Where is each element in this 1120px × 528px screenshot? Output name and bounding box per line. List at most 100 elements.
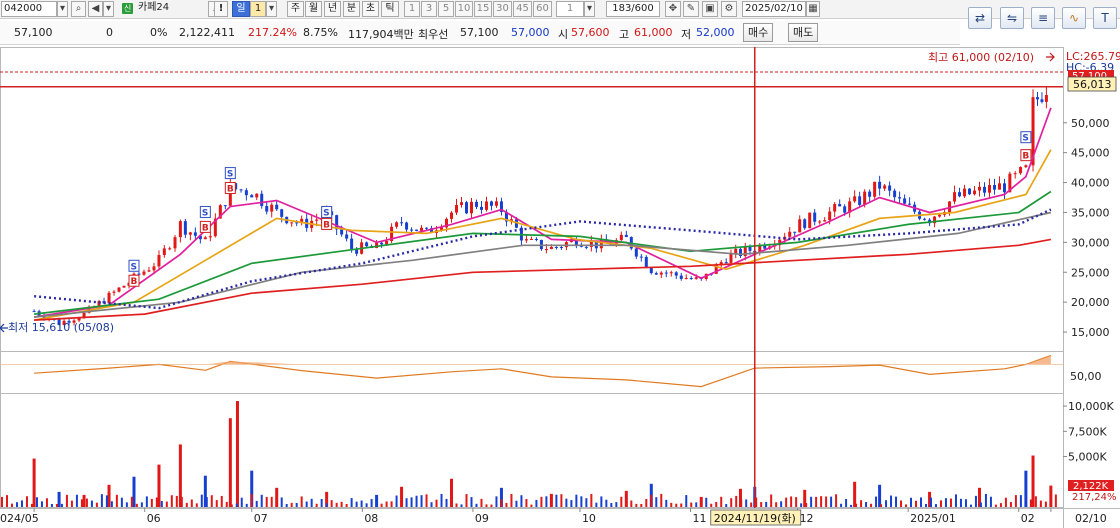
volume-bar (620, 496, 623, 507)
crosshair-price-tag: 56,013 (1073, 78, 1112, 91)
low-price: 52,000 (696, 26, 735, 39)
candle-body (788, 231, 792, 237)
interval-30[interactable]: 30 (493, 1, 512, 17)
buy-button[interactable]: 매수 (743, 23, 774, 42)
candle-body (743, 246, 747, 257)
volume-bar (934, 504, 937, 507)
volume-bar (550, 502, 553, 507)
candle-body (644, 256, 648, 268)
candle-body (694, 277, 698, 279)
candle-body (818, 221, 822, 223)
save-icon[interactable]: ▣ (702, 1, 718, 17)
volume-bar (10, 503, 13, 507)
candle-body (988, 185, 992, 193)
volume-bar (82, 494, 86, 507)
candle-body (270, 204, 274, 212)
period-count-input[interactable]: 1 (250, 1, 266, 17)
crosshair-price-tag-bg (1067, 76, 1117, 92)
candle-body (833, 204, 837, 212)
sell-button[interactable]: 매도 (788, 23, 819, 42)
interval-60[interactable]: 60 (533, 1, 552, 17)
date-tick-label: 02 (1021, 512, 1035, 525)
volume-bar (330, 500, 333, 507)
volume-bar (295, 503, 298, 507)
volume-bar (910, 497, 913, 507)
period-count-dropdown-icon[interactable]: ▾ (266, 1, 277, 17)
period-day-tab[interactable]: 일 (232, 1, 250, 17)
volume-tick-label: 5,000K (1068, 451, 1107, 464)
text-tool-icon[interactable]: T (1093, 7, 1117, 29)
candle-body (953, 192, 957, 202)
interval-45[interactable]: 45 (513, 1, 532, 17)
candle-body (958, 192, 962, 197)
volume-bar (90, 500, 93, 507)
interval-dropdown-icon[interactable]: ▾ (584, 1, 595, 17)
volume-bar (260, 494, 263, 507)
interval-10[interactable]: 10 (455, 1, 473, 17)
current-price: 57,100 (14, 26, 53, 39)
volume-bar (465, 494, 468, 507)
search-icon[interactable]: ⌕ (71, 1, 86, 17)
volume-bar (880, 504, 883, 507)
stock-code-input[interactable]: 042000 (1, 1, 57, 17)
candle-body (748, 246, 752, 251)
speaker-icon[interactable]: ◀ (88, 1, 103, 17)
volume-bar (370, 499, 373, 507)
compare-icon[interactable]: ⇋ (1000, 7, 1024, 29)
cursor-date-tag-bg (710, 509, 802, 526)
crosshair-tool-icon[interactable]: ✥ (665, 1, 681, 17)
volume-bar (1049, 485, 1053, 507)
candle-body (793, 231, 797, 233)
interval-15[interactable]: 15 (474, 1, 492, 17)
volume-bar (203, 475, 207, 507)
candle-body (82, 312, 86, 319)
swap-icon[interactable]: ⇄ (968, 7, 992, 29)
signal-label: S (227, 170, 233, 180)
period-minute-tab[interactable]: 분 (343, 1, 360, 17)
interval-select[interactable]: 1 (556, 1, 584, 17)
draw-tool-icon[interactable]: ✎ (683, 1, 699, 17)
volume-bar (265, 496, 268, 507)
settings-icon[interactable]: ⚙ (721, 1, 737, 17)
code-dropdown-icon[interactable]: ▾ (57, 1, 68, 17)
volume-bar (545, 496, 548, 507)
period-month-tab[interactable]: 월 (305, 1, 322, 17)
date-input[interactable]: 2025/02/10 (742, 1, 806, 17)
volume-bar (390, 501, 393, 507)
calendar-icon[interactable]: ▦ (806, 1, 820, 17)
period-tick-tab[interactable]: 틱 (381, 1, 399, 17)
volume-bar (665, 499, 668, 507)
interval-5[interactable]: 5 (438, 1, 454, 17)
period-second-tab[interactable]: 초 (362, 1, 379, 17)
interval-1[interactable]: 1 (404, 1, 420, 17)
chart-tools-bar: ⇄ ⇋ ≡ ∿ T (962, 3, 1120, 33)
volume-bar (57, 491, 61, 507)
period-year-tab[interactable]: 년 (324, 1, 341, 17)
price-tick-label: 45,000 (1071, 147, 1110, 160)
list-icon[interactable]: ≡ (1031, 7, 1055, 29)
candle-body (938, 214, 942, 217)
volume-bar (1019, 495, 1022, 507)
candle-body (77, 318, 81, 321)
speaker-dropdown-icon[interactable]: ▾ (103, 1, 114, 17)
high-annotation: 최고 61,000 (02/10) (928, 51, 1034, 64)
interval-3[interactable]: 3 (421, 1, 437, 17)
period-week-tab[interactable]: 주 (287, 1, 304, 17)
signal-label: S (323, 208, 329, 218)
volume-bar (555, 494, 558, 507)
volume-ratio-tag: 217,24% (1072, 492, 1117, 503)
line-chart-icon[interactable]: ∿ (1062, 7, 1086, 29)
indicator-tick: 50,00 (1070, 370, 1102, 383)
volume-bar (900, 500, 903, 507)
candle-body (67, 320, 71, 323)
volume-bar (625, 504, 628, 507)
alert-button[interactable]: ! (214, 1, 228, 17)
volume-bar (120, 497, 123, 507)
candle-body (32, 311, 36, 313)
candle-body (664, 272, 668, 274)
candle-body (213, 218, 217, 237)
change-percent: 0% (150, 26, 168, 39)
volume-bar (305, 501, 308, 507)
